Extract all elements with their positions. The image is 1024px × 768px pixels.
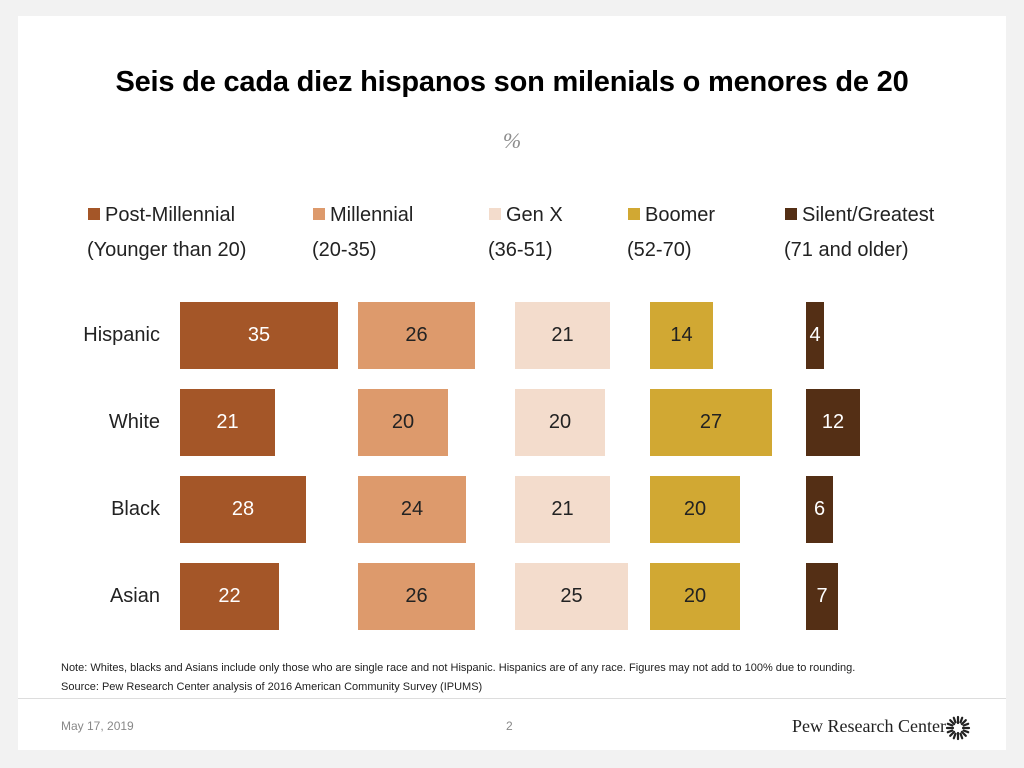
legend-label: Silent/Greatest: [802, 204, 935, 226]
chart-source: Source: Pew Research Center analysis of …: [61, 681, 483, 693]
legend-range-gen-x: (36-51): [488, 239, 553, 261]
brand-name: Pew Research Center: [792, 716, 946, 736]
legend-item-millennial: Millennial: [313, 204, 413, 227]
bar-asian-silent-greatest: [806, 563, 838, 630]
bar-value-label: 28: [231, 498, 255, 520]
bar-value-label: 12: [821, 411, 845, 433]
legend-label: Gen X: [506, 204, 563, 226]
legend-swatch: [785, 208, 797, 220]
category-label-asian: Asian: [109, 585, 160, 607]
bar-white-millennial: [358, 389, 448, 456]
bar-black-post-millennial: [180, 476, 306, 543]
legend-range-silent-greatest: (71 and older): [784, 239, 909, 261]
bar-value-label: 20: [391, 411, 415, 433]
bar-value-label: 27: [699, 411, 723, 433]
category-label-white: White: [108, 411, 160, 433]
bar-white-silent-greatest: [806, 389, 860, 456]
bar-value-label: 35: [247, 324, 271, 346]
bar-value-label: 7: [816, 585, 828, 607]
bar-value-label: 22: [218, 585, 241, 607]
chart-subtitle: %: [502, 128, 522, 153]
bar-asian-gen-x: [515, 563, 628, 630]
bar-value-label: 20: [683, 498, 707, 520]
legend-item-boomer: Boomer: [628, 204, 715, 227]
bar-white-boomer: [650, 389, 772, 456]
bar-value-label: 21: [216, 411, 239, 433]
legend-swatch: [489, 208, 501, 220]
legend-item-silent-greatest: Silent/Greatest: [785, 204, 934, 227]
bar-asian-post-millennial: [180, 563, 279, 630]
bar-black-boomer: [650, 476, 740, 543]
bar-white-gen-x: [515, 389, 605, 456]
slide-background: [18, 16, 1006, 750]
bar-black-millennial: [358, 476, 466, 543]
category-label-black: Black: [111, 498, 160, 520]
bar-hispanic-millennial: [358, 302, 475, 369]
bar-black-silent-greatest: [806, 476, 833, 543]
footer-date: May 17, 2019: [61, 719, 134, 733]
bar-hispanic-post-millennial: [180, 302, 338, 369]
bar-black-gen-x: [515, 476, 610, 543]
bar-value-label: 6: [813, 498, 826, 520]
bar-value-label: 24: [400, 498, 424, 520]
legend-swatch: [88, 208, 100, 220]
legend-range-millennial: (20-35): [312, 239, 377, 261]
chart-note: Note: Whites, blacks and Asians include …: [61, 662, 856, 674]
bar-value-label: 20: [548, 411, 572, 433]
bar-value-label: 26: [405, 324, 428, 346]
bar-value-label: 14: [670, 324, 693, 346]
bar-value-label: 25: [560, 585, 583, 607]
bar-asian-millennial: [358, 563, 475, 630]
bar-value-label: 4: [809, 324, 821, 346]
bar-hispanic-boomer: [650, 302, 713, 369]
legend-item-post-millennial: Post-Millennial: [88, 204, 235, 227]
page-number: 2: [506, 719, 513, 733]
bar-value-label: 20: [683, 585, 707, 607]
bar-value-label: 21: [551, 324, 574, 346]
bar-hispanic-silent-greatest: [806, 302, 824, 369]
category-label-hispanic: Hispanic: [83, 324, 160, 346]
bar-white-post-millennial: [180, 389, 275, 456]
legend-swatch: [628, 208, 640, 220]
footer-divider: [18, 698, 1006, 699]
legend-item-gen-x: Gen X: [489, 204, 563, 227]
chart-title: Seis de cada diez hispanos son milenials…: [115, 66, 909, 98]
bar-hispanic-gen-x: [515, 302, 610, 369]
legend-range-boomer: (52-70): [627, 239, 692, 261]
legend-label: Millennial: [330, 204, 414, 226]
legend-swatch: [313, 208, 325, 220]
legend-range-post-millennial: (Younger than 20): [87, 239, 247, 261]
pew-logo-icon: [945, 715, 971, 741]
bar-value-label: 21: [551, 498, 574, 520]
bar-value-label: 26: [405, 585, 428, 607]
legend-label: Post-Millennial: [105, 204, 236, 226]
bar-asian-boomer: [650, 563, 740, 630]
legend-label: Boomer: [645, 204, 716, 226]
